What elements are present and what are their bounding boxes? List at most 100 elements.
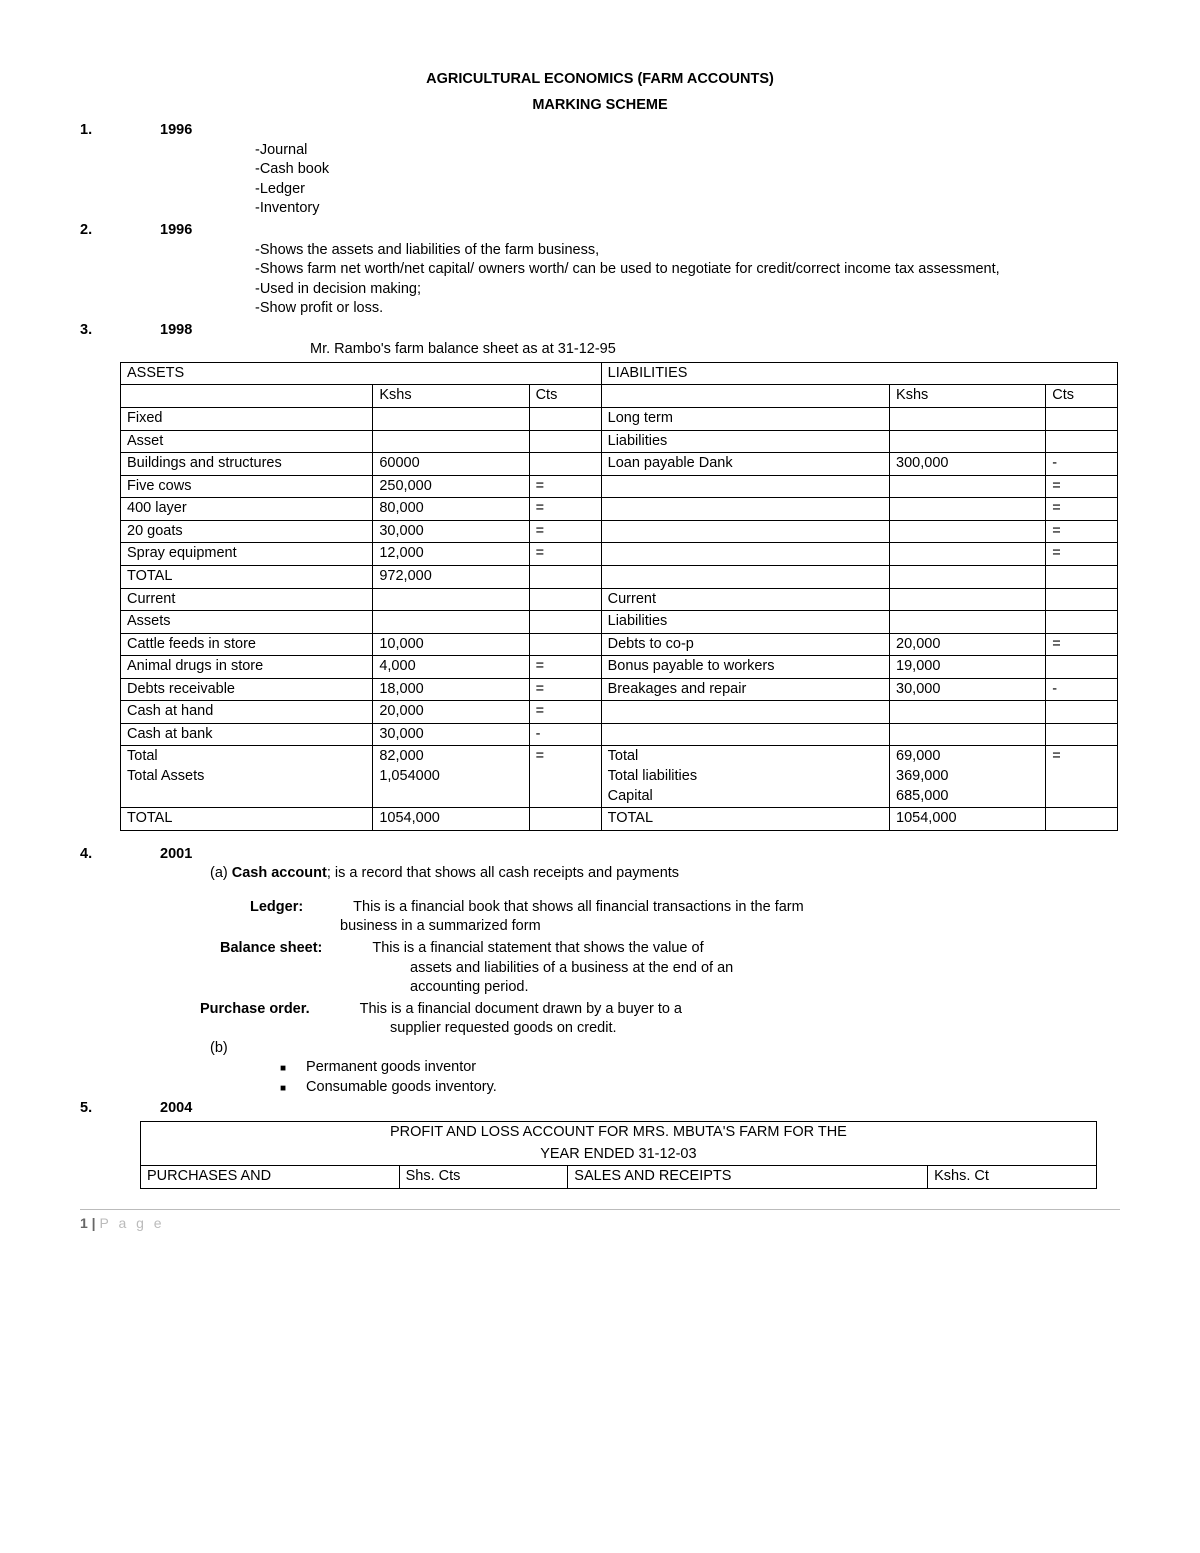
table-cell: Asset — [121, 430, 373, 453]
table-cell: 12,000 — [373, 543, 529, 566]
table-cell: 4,000 — [373, 656, 529, 679]
q1-item: -Ledger — [255, 180, 1120, 200]
table-cell: 20,000 — [890, 633, 1046, 656]
page-word: P a g e — [99, 1215, 164, 1231]
table-row: Cash at bank30,000- — [121, 723, 1118, 746]
table-row: 400 layer 80,000== — [121, 498, 1118, 521]
table-cell — [601, 543, 889, 566]
table-cell — [890, 475, 1046, 498]
q4-year: 2001 — [160, 845, 192, 865]
table-cell — [601, 475, 889, 498]
table-cell — [373, 611, 529, 634]
doc-title-2: MARKING SCHEME — [80, 96, 1120, 116]
table-cell: 82,000 1,054000 — [373, 746, 529, 808]
table-cell: 19,000 — [890, 656, 1046, 679]
table-cell: 30,000 — [373, 520, 529, 543]
table-cell — [1046, 723, 1118, 746]
table-cell — [1046, 430, 1118, 453]
table-cell — [529, 611, 601, 634]
ledger-text-cont: business in a summarized form — [340, 917, 1120, 937]
bs-liab-hdr: LIABILITIES — [601, 362, 1118, 385]
table-cell: = — [1046, 543, 1118, 566]
table-cell — [529, 588, 601, 611]
table-cell: Debts receivable — [121, 678, 373, 701]
q4a: (a) Cash account; is a record that shows… — [210, 864, 1120, 884]
table-cell — [1046, 656, 1118, 679]
table-cell: Cattle feeds in store — [121, 633, 373, 656]
q3-caption: Mr. Rambo's farm balance sheet as at 31-… — [310, 340, 1120, 360]
table-cell: 30,000 — [373, 723, 529, 746]
q5-header: 5. 2004 — [80, 1099, 1120, 1119]
bs-text: This is a financial statement that shows… — [372, 939, 703, 959]
table-cell: 400 layer — [121, 498, 373, 521]
table-cell: 20 goats — [121, 520, 373, 543]
table-row: Total Total Assets82,000 1,054000=Total … — [121, 746, 1118, 808]
table-cell — [890, 520, 1046, 543]
table-cell: - — [1046, 453, 1118, 476]
table-cell: = — [1046, 475, 1118, 498]
q4a-prefix: (a) — [210, 865, 232, 881]
table-row: TOTAL1054,000TOTAL1054,000 — [121, 808, 1118, 831]
q4a-bold: Cash account — [232, 865, 327, 881]
q4-num: 4. — [80, 845, 160, 865]
page-number: 1 | — [80, 1215, 99, 1231]
table-row: Spray equipment 12,000== — [121, 543, 1118, 566]
pl-title: YEAR ENDED 31-12-03 — [141, 1144, 1097, 1166]
q2-item: -Shows farm net worth/net capital/ owner… — [255, 260, 1120, 280]
q1-header: 1. 1996 — [80, 121, 1120, 141]
table-cell: 10,000 — [373, 633, 529, 656]
table-cell: Cash at bank — [121, 723, 373, 746]
table-cell: Assets — [121, 611, 373, 634]
table-row: FixedLong term — [121, 408, 1118, 431]
balance-sheet-table: ASSETS LIABILITIES Kshs Cts Kshs Cts Fix… — [120, 362, 1118, 831]
table-cell: TOTAL — [601, 808, 889, 831]
table-cell — [529, 453, 601, 476]
pl-hdr: Shs. Cts — [399, 1166, 568, 1189]
ledger-def: Ledger: This is a financial book that sh… — [250, 898, 1120, 918]
q3-num: 3. — [80, 321, 160, 341]
q5-year: 2004 — [160, 1099, 192, 1119]
table-row: 20 goats 30,000== — [121, 520, 1118, 543]
table-cell — [373, 430, 529, 453]
table-cell: 30,000 — [890, 678, 1046, 701]
table-cell: = — [529, 520, 601, 543]
table-cell: Breakages and repair — [601, 678, 889, 701]
table-cell — [373, 408, 529, 431]
table-cell: Current — [601, 588, 889, 611]
table-cell: TOTAL — [121, 808, 373, 831]
table-cell — [1046, 588, 1118, 611]
q1-num: 1. — [80, 121, 160, 141]
q3-year: 1998 — [160, 321, 192, 341]
q1-item: -Inventory — [255, 199, 1120, 219]
table-cell — [890, 588, 1046, 611]
table-row: Animal drugs in store4,000=Bonus payable… — [121, 656, 1118, 679]
table-cell: 18,000 — [373, 678, 529, 701]
pl-hdr: SALES AND RECEIPTS — [568, 1166, 928, 1189]
table-cell — [529, 808, 601, 831]
q5-num: 5. — [80, 1099, 160, 1119]
bs-cts-hdr: Cts — [529, 385, 601, 408]
table-row: Buildings and structures60000Loan payabl… — [121, 453, 1118, 476]
q1-year: 1996 — [160, 121, 192, 141]
table-row: AssetsLiabilities — [121, 611, 1118, 634]
po-term: Purchase order. — [200, 1000, 310, 1020]
table-cell: 20,000 — [373, 701, 529, 724]
table-cell: 972,000 — [373, 565, 529, 588]
q2-item: -Show profit or loss. — [255, 299, 1120, 319]
table-cell — [601, 565, 889, 588]
table-cell: Animal drugs in store — [121, 656, 373, 679]
bullet-text: Consumable goods inventory. — [306, 1078, 497, 1098]
square-bullet-icon: ■ — [280, 1062, 286, 1076]
table-cell: = — [1046, 520, 1118, 543]
q2-item: -Used in decision making; — [255, 280, 1120, 300]
po-text: This is a financial document drawn by a … — [360, 1000, 682, 1020]
table-cell: TOTAL — [121, 565, 373, 588]
table-cell — [529, 633, 601, 656]
table-cell: Buildings and structures — [121, 453, 373, 476]
table-cell: Fixed — [121, 408, 373, 431]
q2-header: 2. 1996 — [80, 221, 1120, 241]
pl-title: PROFIT AND LOSS ACCOUNT FOR MRS. MBUTA'S… — [141, 1122, 1097, 1144]
table-cell: 1054,000 — [373, 808, 529, 831]
table-cell: = — [1046, 633, 1118, 656]
table-cell — [890, 701, 1046, 724]
